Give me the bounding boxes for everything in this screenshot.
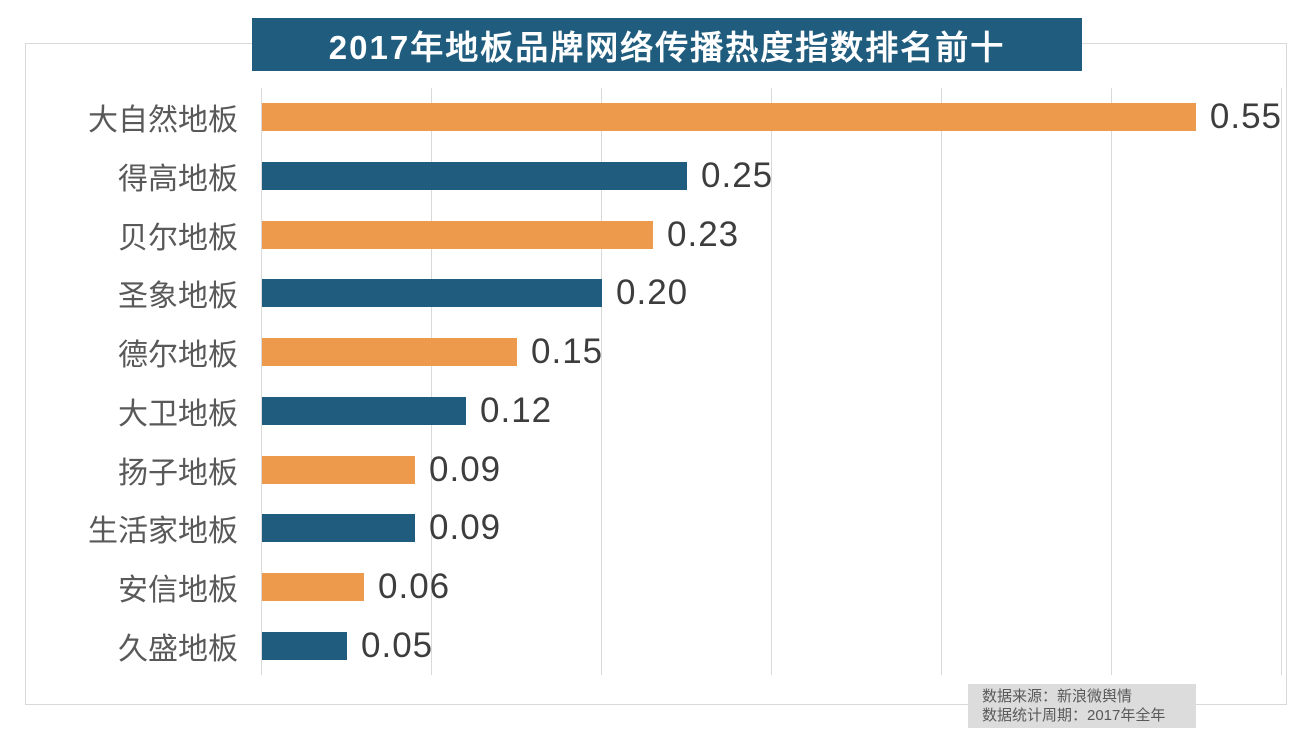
bar	[262, 514, 415, 543]
category-label: 久盛地板	[118, 632, 238, 666]
bar-zone: 0.09	[262, 499, 1282, 558]
value-label: 0.55	[1209, 97, 1282, 137]
bar-zone: 0.20	[262, 264, 1282, 323]
bar-row: 扬子地板 0.09	[25, 440, 1282, 499]
category-label: 圣象地板	[118, 280, 238, 314]
gridline	[771, 88, 772, 675]
bar-zone: 0.12	[262, 382, 1282, 441]
category-label: 安信地板	[118, 573, 238, 607]
bar	[262, 220, 653, 249]
bar-row: 久盛地板 0.05	[25, 616, 1282, 675]
category-label: 得高地板	[118, 163, 238, 197]
bar	[262, 572, 364, 601]
bar-row: 生活家地板 0.09	[25, 499, 1282, 558]
gridline	[940, 88, 942, 675]
chart-title-banner: 2017年地板品牌网络传播热度指数排名前十	[252, 18, 1082, 71]
chart-frame	[25, 43, 1287, 705]
value-label: 0.09	[429, 449, 502, 489]
bar-row: 得高地板 0.25	[25, 147, 1282, 206]
data-period-line: 数据统计周期：2017年全年	[982, 707, 1166, 724]
data-source-note: 数据来源：新浪微舆情 数据统计周期：2017年全年	[968, 684, 1196, 728]
bar	[262, 103, 1196, 132]
bar-zone: 0.23	[262, 205, 1282, 264]
value-label: 0.05	[361, 625, 434, 665]
chart-title: 2017年地板品牌网络传播热度指数排名前十	[328, 28, 1006, 66]
bar-row: 圣象地板 0.20	[25, 264, 1282, 323]
value-label: 0.12	[480, 390, 553, 430]
bar	[262, 279, 602, 308]
plot-area: 大自然地板 0.55 得高地板 0.25 贝尔地板 0.23 圣象地板 0.20 德尔地板 0.1…	[25, 88, 1282, 675]
gridline	[1111, 88, 1112, 675]
category-label: 扬子地板	[118, 456, 238, 490]
bar-row: 大自然地板 0.55	[25, 88, 1282, 147]
value-label: 0.20	[616, 273, 689, 313]
value-label: 0.15	[531, 332, 604, 372]
bar	[262, 455, 415, 484]
value-label: 0.23	[667, 214, 740, 254]
bar-row: 贝尔地板 0.23	[25, 205, 1282, 264]
bar-zone: 0.25	[262, 147, 1282, 206]
bar-zone: 0.55	[262, 88, 1282, 147]
bar-row: 德尔地板 0.15	[25, 323, 1282, 382]
category-label: 生活家地板	[88, 515, 238, 549]
bar-zone: 0.15	[262, 323, 1282, 382]
gridline	[430, 88, 432, 675]
value-label: 0.25	[701, 156, 774, 196]
bar-row: 大卫地板 0.12	[25, 382, 1282, 441]
gridline	[600, 88, 602, 675]
bar-rows: 大自然地板 0.55 得高地板 0.25 贝尔地板 0.23 圣象地板 0.20 德尔地板 0.1…	[25, 88, 1282, 675]
gridlines	[261, 88, 1282, 675]
value-label: 0.09	[429, 508, 502, 548]
bar	[262, 338, 517, 367]
gridline	[1281, 88, 1282, 675]
category-label: 大自然地板	[88, 104, 238, 138]
category-label: 德尔地板	[118, 339, 238, 373]
value-label: 0.06	[378, 566, 451, 606]
bar-zone: 0.05	[262, 616, 1282, 675]
bar-zone: 0.09	[262, 440, 1282, 499]
bar	[262, 396, 466, 425]
category-label: 大卫地板	[118, 397, 238, 431]
bar	[262, 631, 347, 660]
data-source-line: 数据来源：新浪微舆情	[982, 688, 1133, 705]
gridline	[261, 88, 262, 675]
category-label: 贝尔地板	[118, 221, 238, 255]
bar	[262, 162, 687, 191]
bar-row: 安信地板 0.06	[25, 558, 1282, 617]
bar-zone: 0.06	[262, 558, 1282, 617]
